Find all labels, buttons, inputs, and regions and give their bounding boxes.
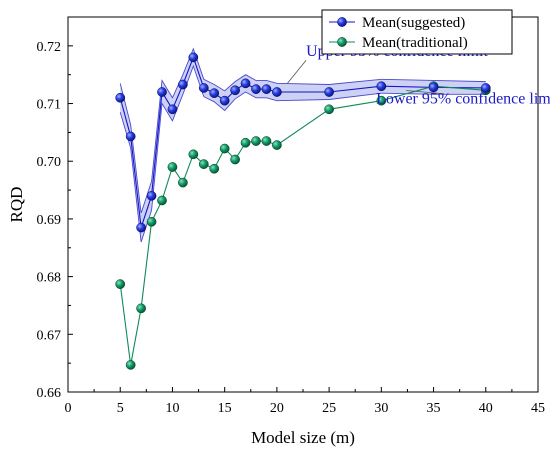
data-point-traditional (136, 303, 146, 314)
data-point-suggested (251, 84, 261, 94)
x-tick-label: 25 (322, 401, 336, 416)
data-point-traditional (167, 162, 178, 172)
data-point-suggested (272, 87, 282, 97)
y-tick-label: 0.69 (37, 213, 62, 228)
legend-entry-label: Mean(traditional) (362, 35, 468, 51)
x-axis-label: Model size (m) (251, 428, 355, 447)
data-point-suggested (125, 131, 136, 142)
data-point-traditional (261, 136, 272, 146)
data-point-suggested (219, 95, 230, 106)
data-point-suggested (324, 87, 334, 97)
y-tick-label: 0.71 (37, 98, 62, 113)
x-tick-label: 35 (427, 401, 441, 416)
data-point-traditional (115, 279, 126, 289)
upper-confidence-line (119, 47, 486, 214)
legend-marker (337, 37, 347, 47)
x-tick-label: 40 (479, 401, 493, 416)
data-point-traditional (376, 95, 387, 106)
y-axis-label: RQD (7, 187, 26, 223)
x-tick-label: 20 (270, 401, 284, 416)
x-tick-label: 15 (218, 401, 232, 416)
data-point-suggested (178, 79, 188, 90)
data-point-suggested (230, 85, 240, 96)
data-point-suggested (240, 78, 251, 89)
y-tick-label: 0.68 (37, 271, 62, 286)
legend: Mean(suggested) Mean(traditional) (321, 9, 513, 55)
data-point-suggested (209, 88, 220, 99)
data-point-suggested (167, 104, 178, 115)
x-tick-label: 30 (374, 401, 388, 416)
annotation-leader-line (406, 90, 445, 95)
data-point-traditional (198, 159, 209, 169)
data-point-traditional (209, 163, 220, 174)
data-point-suggested (261, 84, 272, 94)
data-point-traditional (188, 149, 199, 160)
annotation-label: Lower 95% confidence limit (376, 91, 550, 108)
data-point-traditional (272, 140, 282, 150)
x-tick-label: 45 (531, 401, 545, 416)
axes-layer: 0 5 10 15 20 25 30 35 40 45 0.66 0.67 0.68 0.69 0.70 0.… (7, 16, 545, 447)
data-point-suggested (146, 190, 157, 201)
data-point-suggested (198, 83, 209, 93)
data-point-suggested (157, 87, 167, 97)
data-point-traditional (324, 104, 334, 115)
y-tick-label: 0.72 (37, 40, 62, 55)
series-line-suggested (119, 55, 486, 228)
annotation-leader-line (287, 59, 307, 84)
legend-box (321, 9, 513, 55)
data-point-traditional (230, 154, 240, 165)
y-tick-label: 0.67 (37, 328, 62, 343)
data-point-traditional (251, 136, 261, 146)
y-tick-label: 0.70 (37, 155, 62, 170)
x-tick-label: 10 (165, 401, 179, 416)
data-point-traditional (219, 143, 230, 154)
data-point-suggested (188, 52, 199, 63)
legend-entry-label: Mean(suggested) (362, 15, 465, 31)
x-tick-label: 0 (65, 401, 72, 416)
y-tick-label: 0.66 (37, 386, 62, 401)
data-point-suggested (136, 222, 146, 233)
data-point-traditional (146, 216, 157, 227)
data-point-traditional (240, 137, 251, 148)
data-point-suggested (115, 92, 126, 103)
series-points-layer (115, 52, 491, 370)
data-point-suggested (480, 83, 491, 93)
data-point-traditional (157, 195, 167, 206)
data-point-traditional (178, 177, 188, 188)
data-point-suggested (428, 82, 439, 93)
x-tick-label: 5 (117, 401, 124, 416)
data-point-suggested (376, 81, 387, 92)
data-point-traditional (125, 360, 136, 370)
legend-marker (337, 17, 347, 27)
